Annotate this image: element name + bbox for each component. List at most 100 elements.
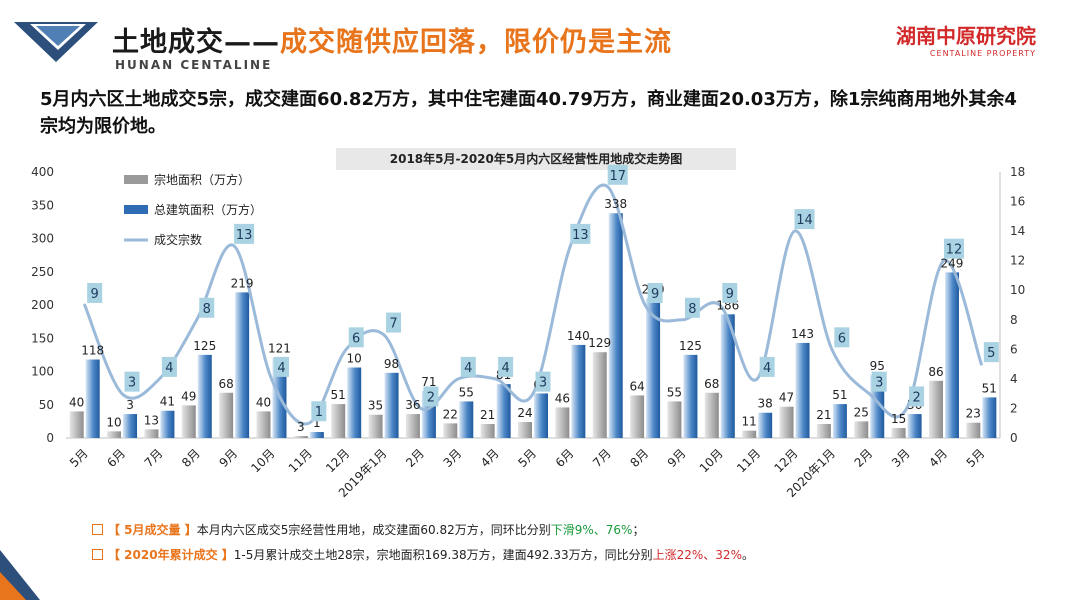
- y-right-tick-label: 8: [1010, 313, 1018, 327]
- x-category-label: 11月: [734, 446, 763, 475]
- bar-land-area-label: 47: [779, 391, 794, 405]
- bar-land-area-label: 15: [891, 412, 906, 426]
- bar-building-area: [85, 359, 100, 438]
- legend-swatch-bar: [124, 205, 148, 214]
- x-category-label: 5月: [964, 446, 988, 470]
- y-left-tick-label: 150: [31, 331, 54, 345]
- bar-building-area: [907, 414, 922, 438]
- line-deal-count-label: 4: [165, 361, 173, 376]
- bar-building-area: [608, 213, 623, 438]
- bullet-item-may: 【 5月成交量 】本月内六区成交5宗经营性用地，成交建面60.82万方，同环比分…: [92, 518, 754, 543]
- bar-land-area-label: 25: [854, 405, 869, 419]
- bar-land-area: [816, 424, 831, 438]
- page-title: 土地成交——成交随供应回落，限价仍是主流: [112, 20, 672, 59]
- y-right-tick-label: 18: [1010, 165, 1025, 179]
- bar-building-area: [683, 354, 698, 438]
- x-category-label: 8月: [179, 446, 203, 470]
- y-left-tick-label: 0: [46, 431, 54, 445]
- y-left-tick-label: 350: [31, 198, 54, 212]
- line-deal-count-label: 2: [912, 390, 920, 405]
- x-category-label: 10月: [248, 446, 277, 475]
- summary-text: 5月内六区土地成交5宗，成交建面60.82万方，其中住宅建面40.79万方，商业…: [40, 89, 1017, 137]
- line-deal-count-label: 5: [987, 346, 995, 361]
- bar-building-area-label: 125: [193, 339, 216, 353]
- line-deal-count-label-box: [311, 401, 327, 422]
- line-deal-count-label-box: [87, 283, 103, 303]
- bar-building-area: [944, 272, 959, 438]
- bar-land-area-label: 51: [331, 388, 346, 402]
- bar-building-area-label: 338: [604, 197, 627, 211]
- y-left-tick-label: 200: [31, 298, 54, 312]
- line-deal-count-label-box: [794, 209, 815, 230]
- line-deal-count-label-box: [647, 283, 663, 303]
- bar-land-area-label: 64: [629, 379, 644, 393]
- line-deal-count-label: 4: [763, 361, 771, 376]
- chart-title: 2018年5月-2020年5月内六区经营性用地成交走势图: [389, 152, 683, 166]
- bar-building-area-label: 219: [231, 276, 254, 290]
- bar-building-area-label: 249: [941, 256, 964, 270]
- x-category-label: 5月: [515, 446, 539, 470]
- line-deal-count-label: 6: [352, 331, 360, 346]
- bar-building-area: [235, 292, 250, 438]
- bar-land-area: [966, 422, 981, 438]
- line-deal-count-label-box: [386, 312, 402, 333]
- y-left-tick-label: 250: [31, 265, 54, 279]
- bar-land-area-label: 11: [742, 415, 757, 429]
- line-deal-count-label: 3: [875, 376, 883, 391]
- x-category-label: 3月: [441, 446, 465, 470]
- bar-building-area-label: 41: [160, 395, 175, 409]
- x-category-label: 10月: [697, 446, 726, 475]
- line-deal-count-label: 17: [609, 169, 626, 184]
- line-deal-count-label: 2: [427, 390, 435, 405]
- bar-land-area: [181, 405, 196, 438]
- line-deal-count-label-box: [348, 327, 364, 348]
- y-left-tick-label: 300: [31, 232, 54, 246]
- line-deal-count-label-box: [460, 356, 476, 377]
- line-deal-count-label-box: [983, 342, 999, 363]
- bar-building-area-label: 71: [421, 375, 436, 389]
- x-category-label: 4月: [478, 446, 502, 470]
- line-deal-count-label: 8: [203, 302, 211, 317]
- x-category-label: 7月: [590, 446, 614, 470]
- bar-land-area-label: 22: [443, 407, 458, 421]
- y-right-tick-label: 14: [1010, 224, 1025, 238]
- line-deal-count-label: 4: [501, 361, 509, 376]
- line-deal-count-label-box: [722, 283, 738, 303]
- brand-name-en: CENTALINE PROPERTY: [929, 49, 1036, 58]
- y-right-tick-label: 10: [1010, 283, 1025, 297]
- bar-land-area: [592, 352, 607, 438]
- page-title-main: 土地成交——: [112, 27, 280, 58]
- line-deal-count-label: 6: [838, 331, 846, 346]
- legend-label: 成交宗数: [154, 232, 202, 247]
- line-deal-count-label: 13: [572, 228, 589, 243]
- y-right-tick-label: 2: [1010, 401, 1018, 415]
- line-deal-count-label: 7: [389, 317, 397, 332]
- bar-building-area-label: 3: [126, 398, 134, 412]
- bar-land-area-label: 35: [368, 399, 383, 413]
- bar-land-area: [256, 411, 271, 438]
- bar-building-area-label: 51: [832, 388, 847, 402]
- line-deal-count-label-box: [684, 297, 700, 318]
- bar-building-area: [347, 367, 362, 438]
- bar-land-area: [667, 401, 682, 438]
- line-deal-count-label-box: [498, 356, 514, 377]
- bar-building-area: [160, 410, 175, 438]
- x-category-label: 9月: [665, 446, 689, 470]
- legend-label: 宗地面积（万方）: [154, 172, 250, 187]
- bullet-tag: 【 2020年累计成交 】: [108, 548, 234, 562]
- bar-land-area: [69, 411, 84, 438]
- bar-building-area-label: 143: [791, 327, 814, 341]
- bullet-highlight: 下滑9%、76%: [550, 523, 633, 537]
- bar-land-area: [891, 428, 906, 438]
- bar-land-area: [144, 429, 159, 438]
- y-right-tick-label: 6: [1010, 342, 1018, 356]
- bar-land-area-label: 86: [928, 365, 943, 379]
- bullet-highlight: 上涨22%、32%: [652, 548, 742, 562]
- bar-building-area-label: 121: [268, 342, 291, 356]
- bar-land-area: [107, 431, 122, 438]
- brand-name-cn: 湖南中原研究院: [896, 24, 1036, 48]
- bar-building-area-label: 118: [81, 344, 104, 358]
- bullet-list: 【 5月成交量 】本月内六区成交5宗经营性用地，成交建面60.82万方，同环比分…: [92, 518, 754, 568]
- bullet-text: 本月内六区成交5宗经营性用地，成交建面60.82万方，同环比分别: [196, 523, 551, 537]
- bar-land-area-label: 3: [297, 420, 305, 434]
